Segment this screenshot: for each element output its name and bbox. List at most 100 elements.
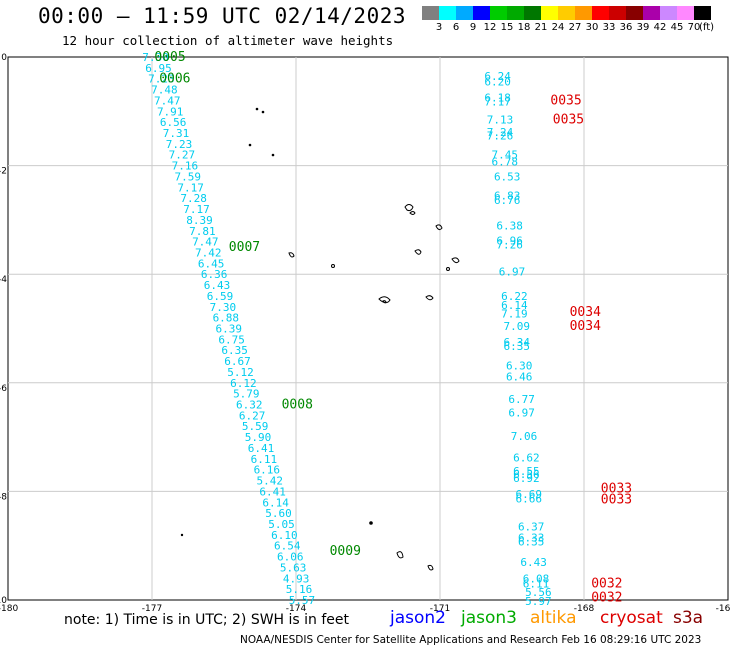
scale-label: 70 (687, 22, 701, 33)
swh-value: 7.47 (154, 94, 181, 107)
scale-label: 45 (670, 22, 684, 33)
swh-value: 6.43 (204, 279, 231, 292)
wave-height-color-scale (422, 6, 711, 20)
swh-value: 7.26 (496, 238, 523, 251)
swh-value: 8.39 (186, 214, 213, 227)
scale-swatch (507, 6, 524, 20)
island (446, 267, 450, 271)
swh-value: 6.11 (251, 453, 278, 466)
swh-value: 7.30 (210, 301, 237, 314)
map-grid (8, 57, 728, 600)
scale-label: 33 (602, 22, 616, 33)
swh-value: 6.36 (201, 268, 228, 281)
island (261, 110, 265, 114)
swh-value: 6.77 (508, 393, 535, 406)
swh-value: 5.57 (289, 594, 316, 607)
pass-label: 0032 (591, 590, 622, 605)
swh-value: 5.97 (525, 595, 552, 608)
swh-value: 7.23 (148, 73, 175, 86)
swh-value: 6.78 (492, 155, 519, 168)
map-subtitle: 12 hour collection of altimeter wave hei… (62, 33, 394, 48)
swh-value: 6.39 (216, 323, 243, 336)
pass-label: 0035 (550, 93, 581, 108)
legend-s3a: s3a (673, 608, 704, 628)
swh-value: 6.46 (506, 370, 533, 383)
swh-value: 7.06 (511, 430, 538, 443)
swh-value: 4.93 (283, 572, 310, 585)
swh-value: 6.41 (259, 485, 286, 498)
pass-label: 0035 (553, 112, 584, 127)
scale-label: (ft) (698, 22, 715, 33)
scale-swatch (677, 6, 694, 20)
swh-value: 7.48 (151, 84, 178, 97)
swh-value: 5.16 (286, 583, 313, 596)
swh-value: 7.45 (492, 149, 519, 162)
island (409, 211, 416, 215)
y-tick-label: 0 (1, 53, 7, 63)
island (425, 295, 434, 301)
scale-label: 24 (551, 22, 565, 33)
swh-value: 7.91 (157, 105, 184, 118)
swh-value: 6.35 (518, 535, 545, 548)
island (404, 204, 414, 212)
island (451, 257, 460, 264)
swh-value: 6.97 (508, 407, 535, 420)
swh-value: 6.32 (236, 399, 263, 412)
swh-value: 6.88 (213, 312, 240, 325)
scale-label: 15 (500, 22, 514, 33)
legend-altika: altika (530, 608, 577, 628)
swh-value: 6.14 (501, 299, 528, 312)
swh-value: 6.41 (248, 442, 275, 455)
swh-value: 7.30 (142, 51, 169, 64)
scale-label: 3 (435, 22, 443, 33)
legend-jason3: jason3 (461, 608, 517, 628)
swh-value: 5.63 (280, 561, 307, 574)
swh-value: 6.22 (501, 290, 528, 303)
scale-swatch (609, 6, 626, 20)
swh-value: 6.56 (160, 116, 187, 129)
y-tick-label: -10 (0, 596, 7, 606)
swh-value: 6.76 (494, 194, 521, 207)
swh-value: 5.79 (233, 388, 260, 401)
scale-swatch (456, 6, 473, 20)
x-tick-label: -16 (716, 604, 731, 614)
scale-label: 30 (585, 22, 599, 33)
scale-swatch (490, 6, 507, 20)
island (369, 521, 373, 525)
swh-value: 7.47 (192, 236, 219, 249)
swh-value: 7.16 (172, 160, 199, 173)
swh-value: 6.62 (513, 452, 540, 465)
swh-value: 7.13 (487, 113, 514, 126)
pass-label: 0034 (570, 305, 601, 320)
swh-value: 6.33 (518, 532, 545, 545)
swh-value: 7.59 (175, 170, 202, 183)
scale-swatch (626, 6, 643, 20)
swh-value: 6.83 (494, 189, 521, 202)
map-title: 00:00 – 11:59 UTC 02/14/2023 (38, 4, 407, 28)
swh-value: 6.30 (506, 359, 533, 372)
pass-label: 0006 (159, 72, 190, 87)
color-scale-labels: 3 6 9 12 15 18 21 24 27 30 33 36 39 42 45 70 (ft) (422, 22, 732, 36)
x-tick-label: -171 (430, 604, 450, 614)
swh-value: 6.10 (271, 529, 298, 542)
swh-value: 6.14 (262, 496, 289, 509)
scale-swatch (439, 6, 456, 20)
scale-label: 21 (534, 22, 548, 33)
scale-swatch (694, 6, 711, 20)
swh-value: 6.38 (496, 219, 523, 232)
scale-label: 18 (517, 22, 531, 33)
pass-label: 0033 (601, 482, 632, 497)
pass-label: 0005 (154, 50, 185, 65)
swh-value: 6.45 (198, 257, 225, 270)
swh-values: 7.306.957.237.487.477.916.567.317.237.27… (142, 51, 551, 608)
swh-value: 6.35 (504, 340, 531, 353)
axis-ticks: -180 -177 -174 -171 -168 -16 0 -2 -4 -6 -8 -10 (0, 53, 731, 614)
pass-label: 0007 (229, 240, 260, 255)
swh-value: 7.23 (166, 138, 193, 151)
swh-value: 6.53 (494, 170, 521, 183)
island (248, 143, 252, 147)
y-tick-label: -4 (0, 275, 7, 285)
scale-label: 27 (568, 22, 582, 33)
island (271, 153, 275, 157)
